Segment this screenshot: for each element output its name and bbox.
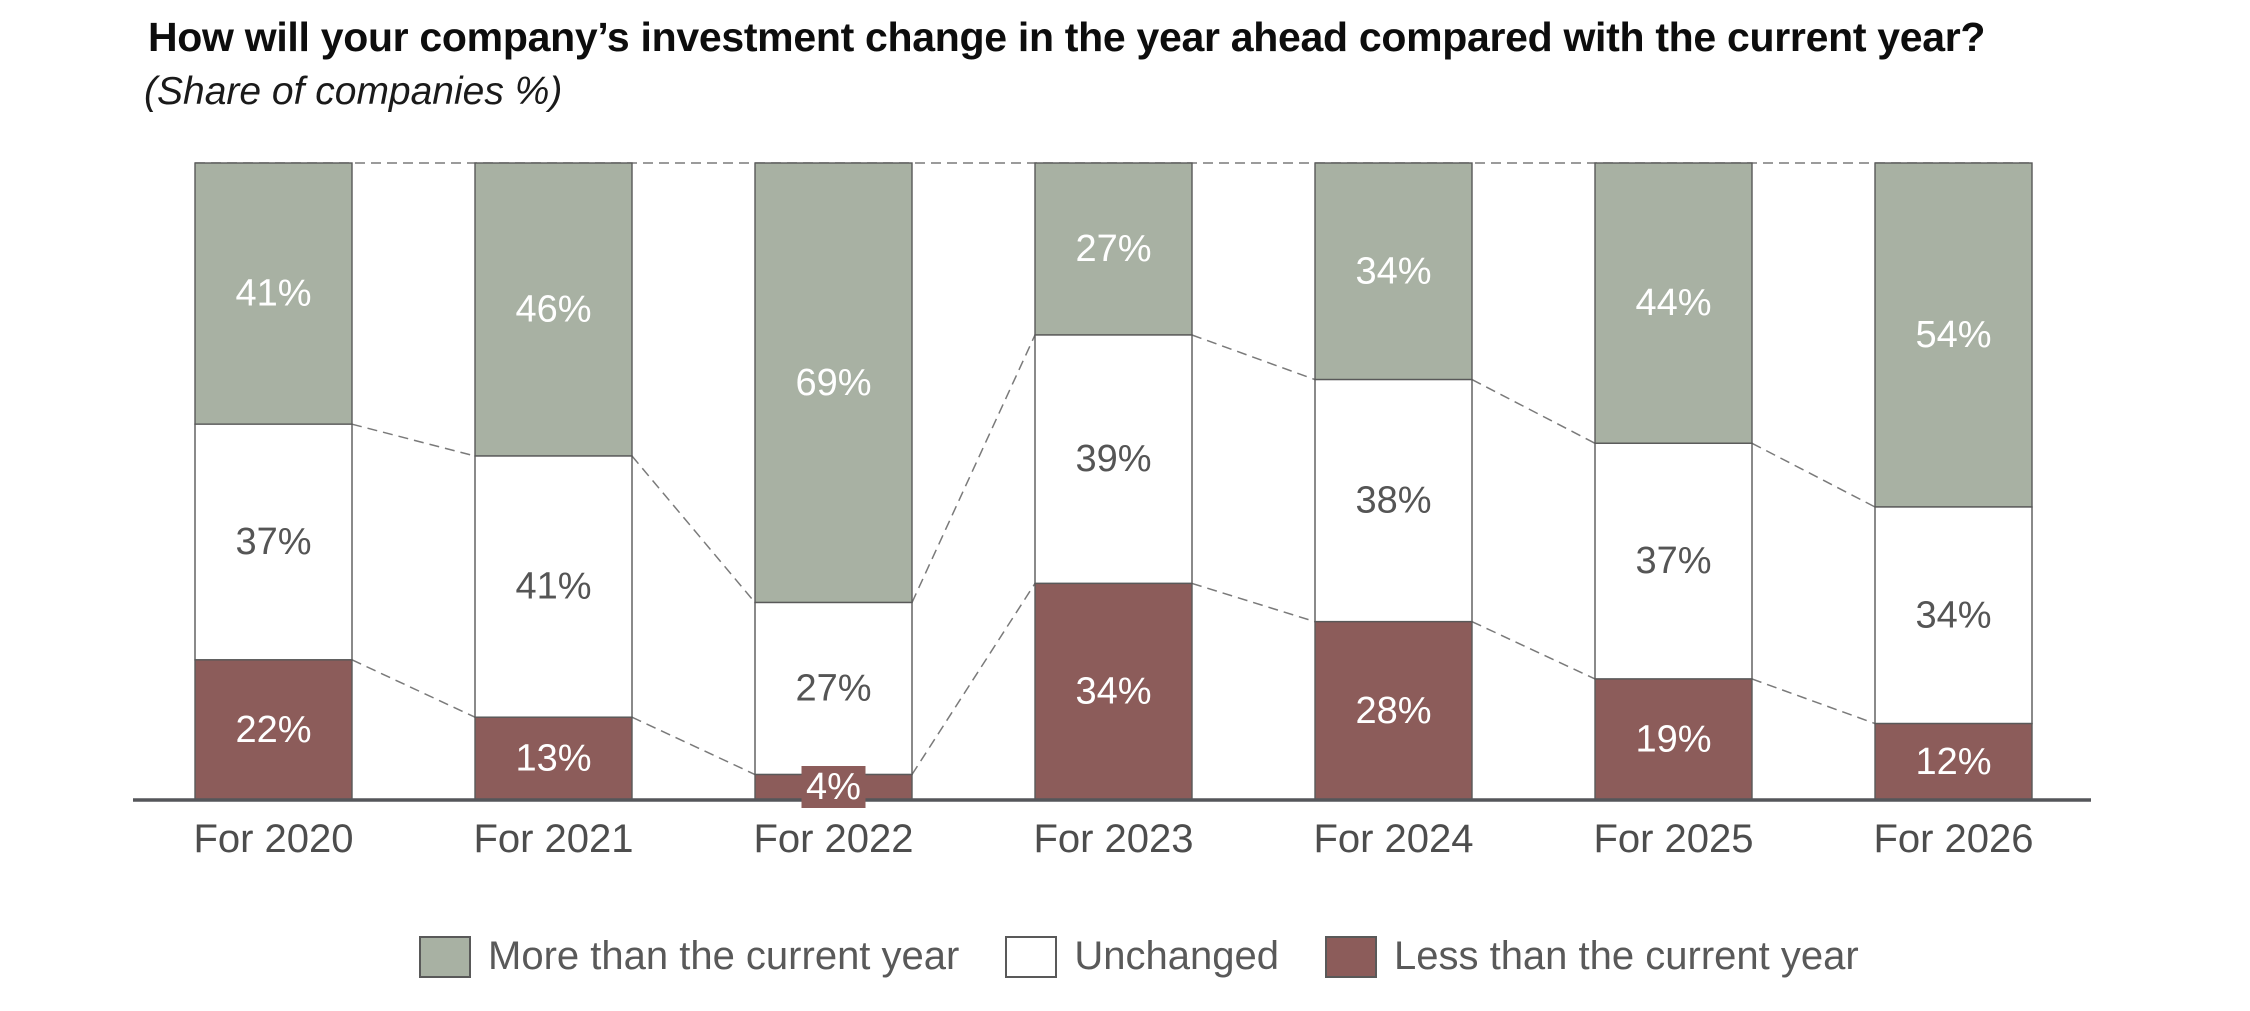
value-label: 38% xyxy=(1355,480,1431,522)
connector-line-lower xyxy=(1191,582,1316,623)
bar-segment xyxy=(1594,678,1753,801)
bar-segment xyxy=(1874,506,2033,725)
bar-segment xyxy=(474,455,633,718)
value-label: 22% xyxy=(235,709,311,751)
legend-item: Unchanged xyxy=(1005,934,1279,979)
bar-segment xyxy=(1594,162,1753,444)
small-value-label-box xyxy=(801,766,866,808)
bar-segment xyxy=(1314,620,1473,801)
legend-label: Unchanged xyxy=(1074,934,1279,978)
connector-line-lower xyxy=(1471,620,1596,680)
connector-line-lower xyxy=(911,583,1036,775)
value-label: 19% xyxy=(1635,718,1711,760)
category-label: For 2024 xyxy=(1313,817,1473,861)
category-label: For 2023 xyxy=(1033,817,1193,861)
legend-swatch xyxy=(1324,935,1377,978)
value-label: 37% xyxy=(235,521,311,563)
chart-subtitle: (Share of companies %) xyxy=(144,70,563,113)
value-label: 4% xyxy=(806,766,861,808)
category-label: For 2025 xyxy=(1593,817,1753,861)
connector-line-upper xyxy=(1471,378,1596,444)
legend-label: More than the current year xyxy=(488,934,960,978)
bar-segment xyxy=(474,716,633,801)
bar-segment xyxy=(754,601,913,776)
legend-swatch xyxy=(419,935,471,978)
bar-segment xyxy=(1874,722,2033,801)
chart-title: How will your company’s investment chang… xyxy=(148,14,1986,60)
connector-line-lower xyxy=(351,659,476,718)
legend-swatch xyxy=(1005,935,1058,978)
value-label: 27% xyxy=(1075,228,1151,270)
bar-segment xyxy=(194,659,353,801)
value-label: 69% xyxy=(795,362,871,404)
value-label: 28% xyxy=(1355,690,1431,732)
connector-line-upper xyxy=(351,423,476,457)
value-label: 39% xyxy=(1075,438,1151,480)
connector-line-upper xyxy=(1191,334,1316,381)
category-label: For 2020 xyxy=(193,817,353,861)
bar-segment xyxy=(1314,378,1473,623)
category-label: For 2026 xyxy=(1873,817,2033,861)
bar-segment xyxy=(1874,162,2033,508)
bar-segment xyxy=(754,162,913,604)
value-label: 41% xyxy=(515,566,591,608)
value-label: 37% xyxy=(1635,540,1711,582)
bar-segment xyxy=(1594,442,1753,680)
value-label: 41% xyxy=(235,273,311,315)
value-label: 44% xyxy=(1635,282,1711,324)
value-label: 46% xyxy=(515,289,591,331)
category-label: For 2021 xyxy=(473,817,633,861)
bar-segment xyxy=(1314,162,1473,381)
legend-item: Less than the current year xyxy=(1324,934,1859,979)
value-label: 34% xyxy=(1915,594,1991,636)
chart-legend: More than the current year Unchanged Less … xyxy=(419,934,1859,979)
category-label: For 2022 xyxy=(753,817,913,861)
value-label: 12% xyxy=(1915,741,1991,783)
connector-line-lower xyxy=(1751,678,1876,725)
bar-segment xyxy=(1034,334,1193,585)
value-label: 13% xyxy=(515,738,591,780)
bar-segment xyxy=(1034,582,1193,801)
value-label: 34% xyxy=(1075,671,1151,713)
bar-segment xyxy=(194,423,353,661)
legend-label: Less than the current year xyxy=(1393,934,1859,978)
bar-segment xyxy=(194,162,353,425)
bar-segment xyxy=(1034,162,1193,336)
value-label: 54% xyxy=(1915,314,1991,356)
connector-line-upper xyxy=(911,334,1036,603)
legend-item: More than the current year xyxy=(419,934,959,979)
value-label: 34% xyxy=(1355,250,1431,292)
value-label: 27% xyxy=(795,668,871,710)
bar-segment xyxy=(474,162,633,457)
connector-line-lower xyxy=(631,716,756,776)
connector-line-upper xyxy=(1751,442,1876,508)
connector-line-upper xyxy=(631,455,756,604)
